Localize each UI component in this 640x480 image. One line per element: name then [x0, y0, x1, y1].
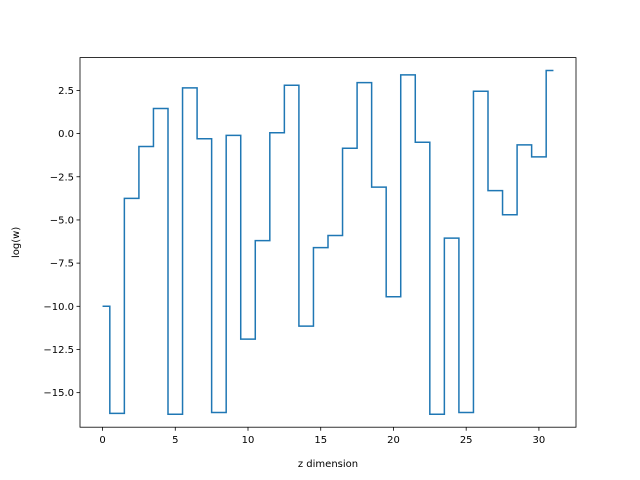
- x-tick-label: 30: [533, 435, 546, 446]
- x-tick-label: 0: [99, 435, 105, 446]
- x-tick-label: 10: [242, 435, 255, 446]
- x-tick-label: 15: [314, 435, 327, 446]
- y-axis-ticks: 2.5 0.0 −2.5 −5.0 −7.5 −10.0 −12.5 −15.0: [43, 86, 80, 399]
- x-tick-label: 20: [387, 435, 400, 446]
- y-axis-label: log(w): [11, 227, 22, 258]
- y-tick-label: −10.0: [43, 302, 74, 313]
- y-tick-label: −12.5: [43, 345, 74, 356]
- y-tick-label: −7.5: [50, 259, 74, 270]
- x-tick-label: 25: [460, 435, 473, 446]
- y-tick-label: 2.5: [58, 86, 74, 97]
- plot-series: [102, 69, 554, 415]
- y-tick-label: 0.0: [58, 129, 74, 140]
- series-line-0: [102, 69, 554, 415]
- y-tick-label: −2.5: [50, 172, 74, 183]
- x-axis-label: z dimension: [298, 459, 358, 470]
- x-tick-label: 5: [172, 435, 178, 446]
- y-tick-label: −5.0: [50, 215, 74, 226]
- x-axis-ticks: 0 5 10 15 20 25 30: [99, 427, 545, 446]
- plot-frame: [79, 57, 577, 428]
- y-tick-label: −15.0: [43, 388, 74, 399]
